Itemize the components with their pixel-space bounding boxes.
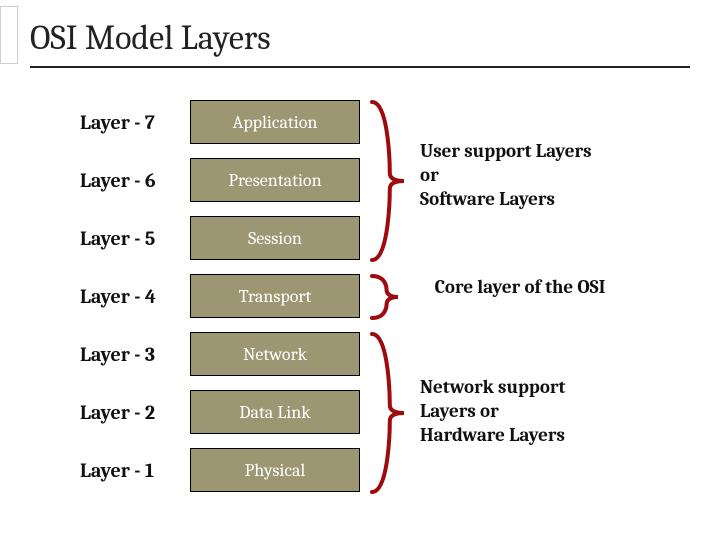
layer-number-label: Layer - 4: [80, 285, 190, 308]
layer-name-box: Physical: [190, 448, 360, 492]
group-label: Core layer of the OSI: [420, 276, 620, 300]
group-brace: [370, 98, 406, 264]
layer-number-label: Layer - 3: [80, 343, 190, 366]
layer-number-label: Layer - 2: [80, 401, 190, 424]
group-brace: [370, 272, 400, 322]
accent-bar: [0, 6, 18, 64]
layer-name-box: Data Link: [190, 390, 360, 434]
layer-number-label: Layer - 5: [80, 227, 190, 250]
layer-name-box: Presentation: [190, 158, 360, 202]
title-rule: [30, 66, 690, 68]
layer-number-label: Layer - 7: [80, 111, 190, 134]
layer-number-label: Layer - 6: [80, 169, 190, 192]
group-label-line: Network support Layers or: [420, 376, 620, 424]
slide-title: OSI Model Layers: [30, 18, 271, 58]
group-label-line: or: [420, 164, 620, 188]
group-brace: [370, 330, 406, 496]
layer-name-box: Application: [190, 100, 360, 144]
group-label-line: Hardware Layers: [420, 424, 620, 448]
group-label: User support LayersorSoftware Layers: [420, 140, 620, 211]
group-label-line: User support Layers: [420, 140, 620, 164]
group-label-line: Core layer of the OSI: [420, 276, 620, 300]
group-label-line: Software Layers: [420, 188, 620, 212]
layer-name-box: Network: [190, 332, 360, 376]
layer-name-box: Transport: [190, 274, 360, 318]
layer-number-label: Layer - 1: [80, 459, 190, 482]
layer-name-box: Session: [190, 216, 360, 260]
slide: OSI Model Layers Layer - 7Application Lay…: [0, 0, 720, 540]
group-label: Network support Layers orHardware Layers: [420, 376, 620, 447]
